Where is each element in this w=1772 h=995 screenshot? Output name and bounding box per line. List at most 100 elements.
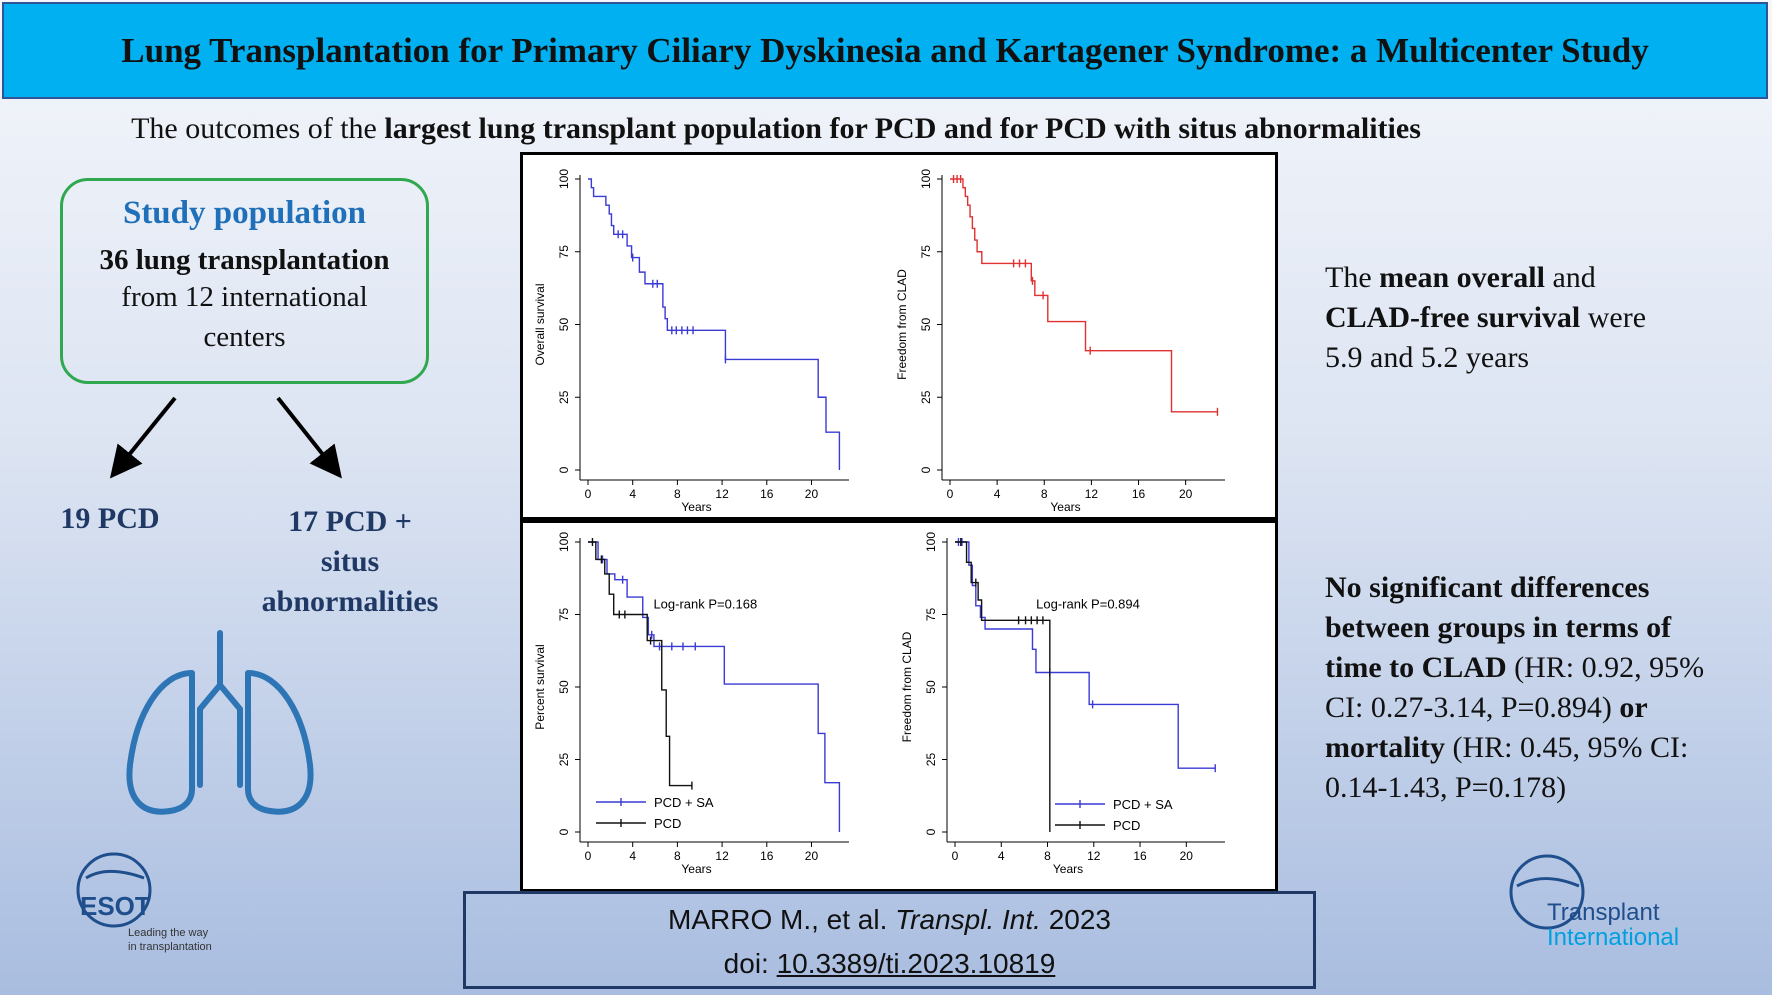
citation-journal: Transpl. Int. [895, 904, 1041, 935]
y-tick-label: 0 [919, 466, 933, 473]
citation-authors: MARRO M., et al. [668, 904, 896, 935]
y-tick-label: 25 [919, 390, 933, 404]
subtitle: The outcomes of the largest lung transpl… [0, 112, 1552, 146]
f1-b2: CLAD-free survival [1325, 301, 1581, 334]
y-tick-label: 50 [557, 318, 571, 332]
legend-label: PCD [654, 816, 681, 831]
km-chart-1: 0 25 50 75 100 0 4 8 12 16 20 Years Overall survival [533, 169, 849, 514]
y-tick-label: 75 [557, 608, 571, 622]
x-tick-label: 4 [994, 487, 1001, 501]
y-axis-label: Freedom from CLAD [895, 269, 909, 380]
f2-b1: No significant differences [1325, 571, 1650, 604]
x-tick-label: 0 [585, 849, 592, 863]
x-tick-label: 0 [585, 487, 592, 501]
y-tick-label: 0 [557, 466, 571, 473]
group-pcd-sa: 17 PCD + situs abnormalities [240, 502, 460, 622]
legend-label: PCD + SA [654, 795, 714, 810]
legend-label: PCD [1113, 818, 1140, 833]
citation-year: 2023 [1040, 904, 1111, 935]
km-charts: 0 25 50 75 100 0 4 8 12 16 20 Years Overall survival… [533, 169, 1225, 876]
f1-p4: 5.9 and 5.2 years [1325, 341, 1530, 374]
finding-survival: The mean overall and CLAD-free survival … [1325, 258, 1646, 378]
x-tick-label: 16 [1132, 487, 1146, 501]
group-pcd-sa-line2: situs [320, 545, 380, 578]
km-panel-bottom [520, 520, 1278, 892]
y-tick-label: 25 [924, 753, 938, 767]
esot-logo: ESOT Leading the way in transplantation [76, 852, 212, 953]
esot-tagline-1: Leading the way [128, 927, 209, 939]
study-count: 36 lung transplantation [99, 244, 390, 276]
x-tick-label: 8 [674, 849, 681, 863]
log-rank-annotation: Log-rank P=0.894 [1036, 597, 1140, 612]
km-curve-1 [955, 541, 1216, 769]
y-axis-label: Overall survival [533, 283, 547, 365]
esot-tagline-2: in transplantation [128, 941, 212, 953]
doi-label: doi: [723, 948, 777, 979]
km-chart-3: 0 25 50 75 100 0 4 8 12 16 20 Years Percent survival… [533, 532, 849, 876]
esot-circle-icon [76, 852, 152, 928]
y-tick-label: 50 [919, 318, 933, 332]
y-tick-label: 100 [924, 532, 938, 552]
study-population-box: Study population 36 lung transplantation… [60, 178, 429, 384]
km-curve-2 [955, 541, 1051, 832]
f1-p1: The [1325, 261, 1380, 294]
x-tick-label: 20 [805, 487, 819, 501]
km-plots-panel: 0 25 50 75 100 0 4 8 12 16 20 Years Overall survival… [520, 152, 1278, 892]
subtitle-bold: largest lung transplant population for P… [384, 112, 1421, 145]
finding-differences: No significant differences between group… [1325, 568, 1704, 808]
x-tick-label: 8 [674, 487, 681, 501]
x-tick-label: 8 [1041, 487, 1048, 501]
x-tick-label: 16 [760, 849, 774, 863]
study-heading: Study population [122, 195, 367, 231]
study-from-line2: centers [203, 321, 286, 353]
x-tick-label: 16 [1133, 849, 1147, 863]
ti-name-2: International [1547, 924, 1679, 951]
y-tick-label: 75 [557, 245, 571, 259]
transplant-international-logo: Transplant International [1509, 854, 1679, 951]
km-chart-2: 0 25 50 75 100 0 4 8 12 16 20 Years Freedom from CLA… [895, 169, 1225, 514]
x-tick-label: 4 [629, 487, 636, 501]
f1-b1: mean overall [1379, 261, 1545, 294]
y-tick-label: 100 [919, 169, 933, 189]
group-pcd-sa-line3: abnormalities [261, 585, 439, 618]
y-tick-label: 25 [557, 753, 571, 767]
study-from-line1: from 12 international [121, 281, 368, 313]
y-axis-label: Percent survival [533, 644, 547, 729]
f2-p1: (HR: 0.92, 95% [1506, 651, 1705, 684]
y-tick-label: 100 [557, 532, 571, 552]
f2-b4: or [1619, 691, 1648, 724]
title-banner: Lung Transplantation for Primary Ciliary… [2, 2, 1768, 99]
doi-link[interactable]: 10.3389/ti.2023.10819 [776, 948, 1056, 979]
y-tick-label: 75 [924, 608, 938, 622]
y-tick-label: 50 [924, 680, 938, 694]
x-tick-label: 16 [760, 487, 774, 501]
x-tick-label: 12 [715, 849, 729, 863]
x-axis-label: Years [681, 862, 711, 876]
lungs-icon [126, 630, 314, 815]
y-axis-label: Freedom from CLAD [900, 631, 914, 742]
arrow-left [109, 396, 177, 479]
f2-b3: time to CLAD [1325, 651, 1507, 684]
ti-name-1: Transplant [1547, 899, 1660, 926]
group-arrows [109, 396, 342, 479]
x-tick-label: 20 [1179, 487, 1193, 501]
ti-circle-icon [1509, 854, 1585, 930]
x-tick-label: 12 [715, 487, 729, 501]
x-tick-label: 0 [947, 487, 954, 501]
f2-p2: CI: 0.27-3.14, P=0.894) [1325, 691, 1620, 724]
km-panel-top [520, 152, 1278, 520]
f2-p3: (HR: 0.45, 95% CI: [1444, 731, 1689, 764]
km-curve-1 [588, 541, 841, 832]
f1-p3: were [1580, 301, 1647, 334]
x-axis-label: Years [681, 500, 711, 514]
y-tick-label: 25 [557, 390, 571, 404]
x-axis-label: Years [1053, 862, 1083, 876]
y-tick-label: 0 [924, 828, 938, 835]
citation-box: MARRO M., et al. Transpl. Int. 2023 doi:… [463, 891, 1316, 989]
group-pcd: 19 PCD [60, 502, 160, 535]
km-curve-1 [588, 178, 841, 470]
group-pcd-sa-line1: 17 PCD + [288, 505, 412, 538]
y-tick-label: 0 [557, 828, 571, 835]
x-tick-label: 8 [1044, 849, 1051, 863]
km-curve-1 [950, 178, 1218, 413]
